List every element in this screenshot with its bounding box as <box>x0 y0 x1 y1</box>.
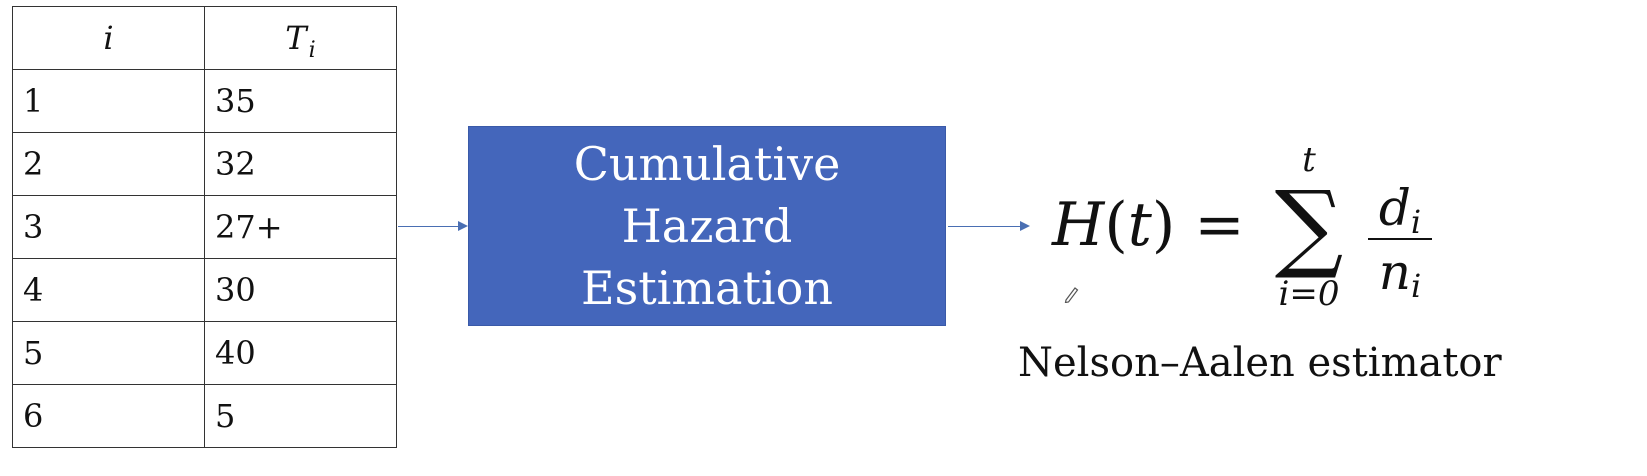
header-t: Ti <box>204 6 397 70</box>
arrow-table-to-box <box>398 221 468 231</box>
denominator-sub: i <box>1410 267 1422 305</box>
fraction-bar <box>1368 238 1432 240</box>
header-i-label: i <box>103 19 114 57</box>
cell-index: 5 <box>12 321 205 385</box>
table-row: 2 32 <box>12 132 397 196</box>
formula-lhs: H(t) = <box>1052 190 1245 260</box>
table-row: 4 30 <box>12 258 397 322</box>
sum-sign: ∑ <box>1274 170 1344 282</box>
cell-time: 30 <box>204 258 397 322</box>
cell-index: 1 <box>12 69 205 133</box>
sum-upper-limit: t <box>1302 140 1316 180</box>
cell-index: 6 <box>12 384 205 448</box>
formula-open-paren: ( <box>1104 190 1128 260</box>
sum-lower-limit: i=0 <box>1278 274 1340 314</box>
formula-fraction: di ni <box>1368 179 1432 305</box>
cell-index: 3 <box>12 195 205 259</box>
arrow-box-to-formula <box>948 221 1030 231</box>
process-line-3: Estimation <box>581 261 833 315</box>
table-header-row: i Ti <box>12 6 397 70</box>
fraction-numerator: di <box>1368 179 1432 241</box>
cell-time: 32 <box>204 132 397 196</box>
process-line-2: Hazard <box>621 199 793 253</box>
formula-equals: = <box>1194 190 1245 260</box>
denominator-var: n <box>1378 243 1411 301</box>
table-row: 5 40 <box>12 321 397 385</box>
process-line-1: Cumulative <box>573 137 841 191</box>
cell-index: 4 <box>12 258 205 322</box>
table-row: 6 5 <box>12 384 397 448</box>
fraction-denominator: ni <box>1368 243 1432 305</box>
cell-time: 5 <box>204 384 397 448</box>
cell-time: 35 <box>204 69 397 133</box>
data-table: i Ti 1 35 2 32 3 27+ 4 30 5 40 6 5 <box>12 6 397 448</box>
numerator-var: d <box>1378 179 1411 237</box>
header-i: i <box>12 6 205 70</box>
numerator-sub: i <box>1410 203 1422 241</box>
cell-index: 2 <box>12 132 205 196</box>
formula-t: t <box>1127 190 1152 260</box>
formula: H(t) = t ∑ i=0 di ni <box>1052 130 1492 330</box>
header-t-label: T <box>285 19 307 57</box>
table-row: 3 27+ <box>12 195 397 259</box>
cell-time: 27+ <box>204 195 397 259</box>
formula-sum: t ∑ i=0 <box>1264 142 1354 314</box>
pen-icon <box>1064 287 1079 303</box>
header-t-subscript: i <box>308 38 316 63</box>
estimator-caption: Nelson–Aalen estimator <box>1018 340 1502 386</box>
table-row: 1 35 <box>12 69 397 133</box>
cell-time: 40 <box>204 321 397 385</box>
process-box: Cumulative Hazard Estimation <box>468 126 946 326</box>
formula-h: H <box>1052 190 1105 260</box>
formula-close-paren: ) <box>1151 190 1176 260</box>
